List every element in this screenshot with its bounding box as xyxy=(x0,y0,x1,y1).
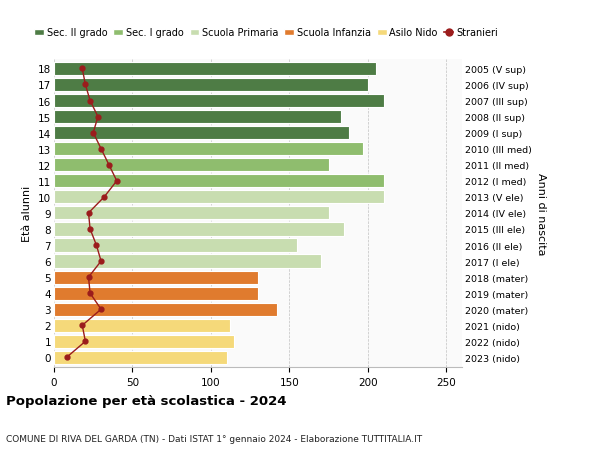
Bar xyxy=(54,287,258,300)
Bar xyxy=(54,111,341,124)
Bar xyxy=(54,223,344,236)
Bar xyxy=(54,159,329,172)
Y-axis label: Età alunni: Età alunni xyxy=(22,185,32,241)
Bar xyxy=(54,303,277,316)
Bar xyxy=(54,255,321,268)
Bar xyxy=(54,175,383,188)
Bar xyxy=(54,191,383,204)
Bar xyxy=(54,319,230,332)
Bar xyxy=(54,207,329,220)
Bar xyxy=(54,143,363,156)
Bar xyxy=(54,127,349,140)
Legend: Sec. II grado, Sec. I grado, Scuola Primaria, Scuola Infanzia, Asilo Nido, Stran: Sec. II grado, Sec. I grado, Scuola Prim… xyxy=(31,24,502,42)
Bar xyxy=(54,271,258,284)
Bar xyxy=(54,95,383,108)
Y-axis label: Anni di nascita: Anni di nascita xyxy=(536,172,545,255)
Text: Popolazione per età scolastica - 2024: Popolazione per età scolastica - 2024 xyxy=(6,394,287,407)
Bar xyxy=(54,79,368,92)
Bar xyxy=(54,239,297,252)
Bar xyxy=(54,63,376,76)
Bar xyxy=(54,351,227,364)
Text: COMUNE DI RIVA DEL GARDA (TN) - Dati ISTAT 1° gennaio 2024 - Elaborazione TUTTIT: COMUNE DI RIVA DEL GARDA (TN) - Dati IST… xyxy=(6,434,422,442)
Bar xyxy=(54,335,235,348)
